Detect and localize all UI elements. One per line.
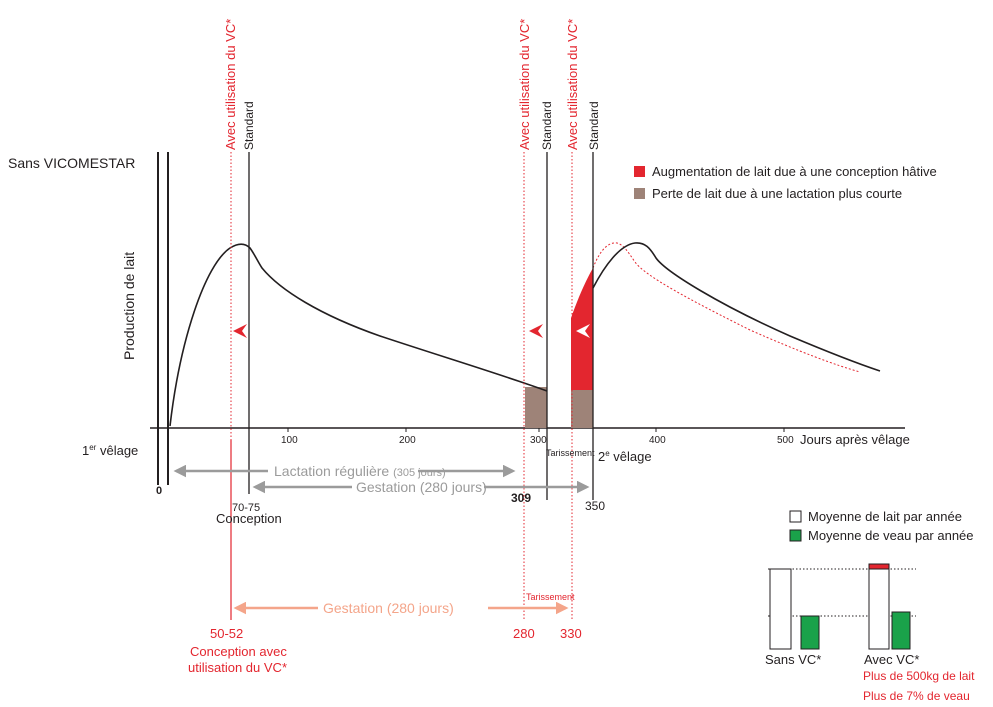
- sans-vicomestar-label: Sans VICOMESTAR: [8, 155, 135, 171]
- bar-label-sans-vc: Sans VC*: [765, 652, 821, 667]
- gestation-std-label: Gestation (280 jours): [356, 479, 487, 495]
- milk-loss-area-2: [571, 390, 593, 428]
- bar-note-calf: Plus de 7% de veau: [863, 689, 970, 703]
- first-calving-label: 1er vêlage: [82, 443, 138, 458]
- bar-legend-label-calf: Moyenne de veau par année: [808, 528, 974, 543]
- legend-label-loss: Perte de lait due à une lactation plus c…: [652, 186, 902, 201]
- vc-label-2: Avec utilisation du VC*: [517, 19, 532, 150]
- tick-label: 400: [649, 435, 666, 446]
- milk-loss-area-1: [525, 387, 547, 428]
- legend-swatch-loss: [634, 188, 645, 199]
- shift-arrowhead-icon: [233, 324, 247, 338]
- tick-label: 300: [530, 435, 547, 446]
- vc-conception-label-2: utilisation du VC*: [188, 660, 287, 675]
- shift-arrowhead-icon: [576, 324, 590, 338]
- tick-label: 500: [777, 435, 794, 446]
- bar-milk-extra-avec-vc: [868, 563, 890, 570]
- second-lactation-curve: [592, 242, 881, 372]
- day-309-label: 309: [511, 491, 531, 505]
- bar-label-avec-vc: Avec VC*: [864, 652, 919, 667]
- bar-legend-swatch-calf: [789, 529, 802, 542]
- day-zero-label: 0: [156, 485, 162, 497]
- second-calving-label: 2e vêlage: [598, 449, 652, 464]
- shift-arrowhead-icon: [529, 324, 543, 338]
- vc-conception-label-1: Conception avec: [190, 644, 287, 659]
- tarissement-vc-label: Tarissement: [526, 592, 575, 602]
- vc-conception-days-label: 50-52: [210, 626, 243, 641]
- legend-label-increase: Augmentation de lait due à une conceptio…: [652, 164, 937, 179]
- gestation-vc-label: Gestation (280 jours): [323, 600, 454, 616]
- bar-milk-avec-vc: [868, 568, 890, 650]
- day-350-label: 350: [585, 499, 605, 513]
- lactation-arrow-label: Lactation régulière (305 jours): [274, 463, 446, 479]
- bar-legend-label-milk: Moyenne de lait par année: [808, 509, 962, 524]
- standard-label-1: Standard: [242, 101, 256, 150]
- vc-label-1: Avec utilisation du VC*: [223, 19, 238, 150]
- tarissement-label: Tarissement: [546, 448, 595, 458]
- standard-label-3: Standard: [587, 101, 601, 150]
- legend-swatch-increase: [634, 166, 645, 177]
- tick-label: 200: [399, 435, 416, 446]
- bar-note-milk: Plus de 500kg de lait: [863, 669, 975, 683]
- bar-calf-avec-vc: [891, 611, 911, 650]
- conception-label: Conception: [216, 511, 282, 526]
- vc-label-3: Avec utilisation du VC*: [565, 19, 580, 150]
- bar-legend-swatch-milk: [789, 510, 802, 523]
- bar-milk-sans-vc: [769, 568, 792, 650]
- conception-days-label: 70-75: [232, 502, 260, 514]
- bar-calf-sans-vc: [800, 615, 820, 650]
- standard-label-2: Standard: [540, 101, 554, 150]
- tick-label: 100: [281, 435, 298, 446]
- y-axis-label: Production de lait: [121, 252, 137, 360]
- first-lactation-curve: [169, 243, 548, 427]
- day-330-label: 330: [560, 626, 582, 641]
- vc-lactation-curve: [592, 242, 861, 373]
- x-axis-label: Jours après vêlage: [800, 432, 910, 447]
- day-280-label: 280: [513, 626, 535, 641]
